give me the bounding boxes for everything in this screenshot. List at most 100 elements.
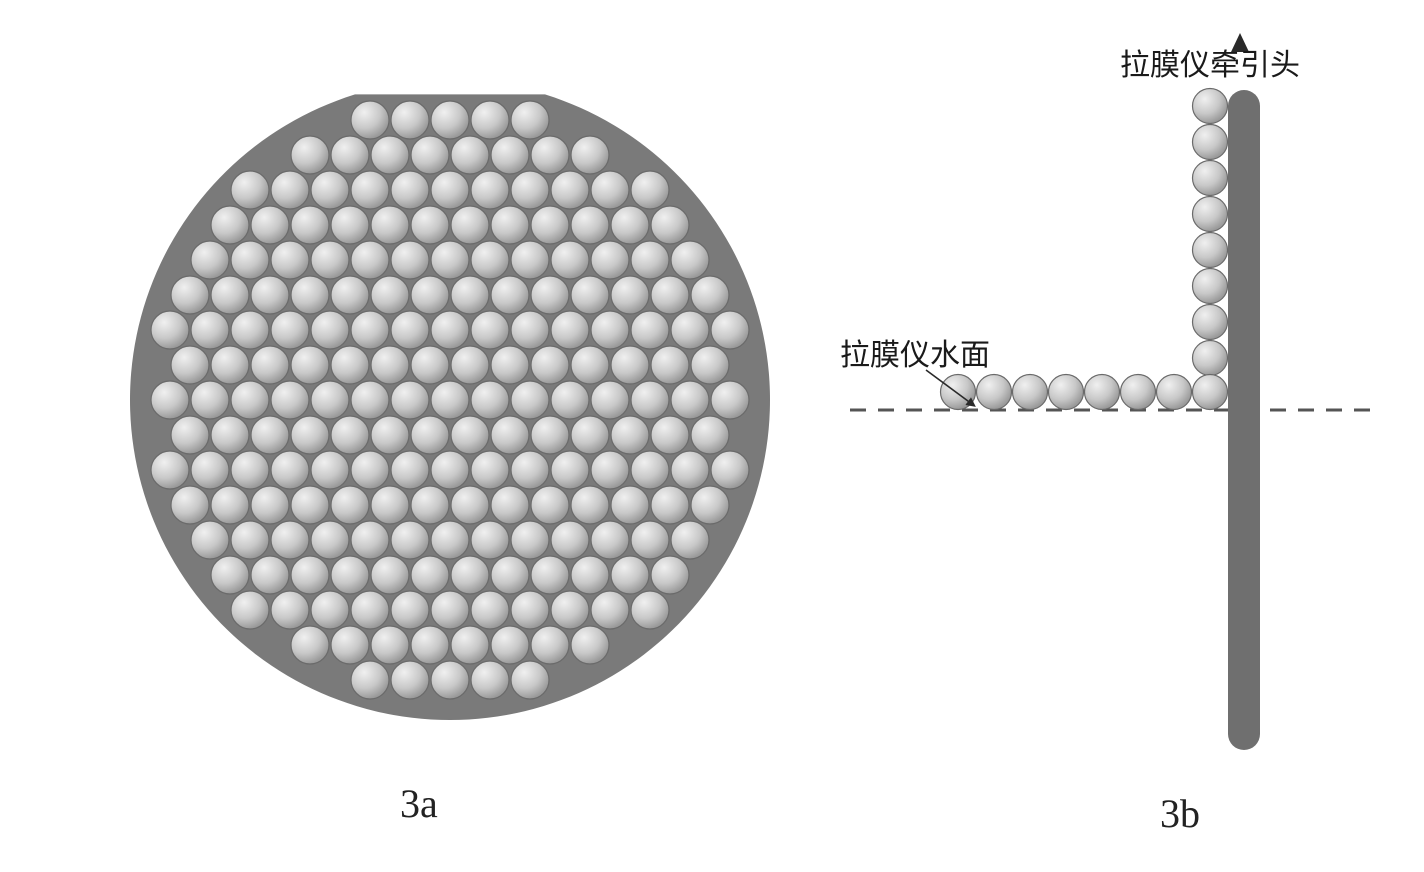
nanosphere: [1049, 375, 1084, 410]
nanosphere: [431, 591, 469, 629]
nanosphere: [271, 171, 309, 209]
nanosphere: [351, 171, 389, 209]
nanosphere: [551, 171, 589, 209]
nanosphere: [291, 626, 329, 664]
nanosphere: [471, 451, 509, 489]
nanosphere: [631, 241, 669, 279]
nanosphere: [591, 311, 629, 349]
nanosphere: [551, 241, 589, 279]
nanosphere: [291, 276, 329, 314]
nanosphere: [331, 486, 369, 524]
nanosphere: [291, 136, 329, 174]
nanosphere: [371, 346, 409, 384]
panel-3a-svg: [110, 50, 790, 770]
nanosphere: [311, 381, 349, 419]
nanosphere: [371, 276, 409, 314]
nanosphere: [1193, 269, 1228, 304]
nanosphere: [391, 241, 429, 279]
nanosphere: [451, 136, 489, 174]
panel-3b-svg: [850, 30, 1410, 790]
nanosphere: [391, 381, 429, 419]
nanosphere: [411, 136, 449, 174]
nanosphere: [691, 276, 729, 314]
nanosphere: [371, 486, 409, 524]
nanosphere: [471, 591, 509, 629]
sphere-row: [941, 375, 1228, 410]
nanosphere: [1085, 375, 1120, 410]
nanosphere: [271, 241, 309, 279]
nanosphere: [571, 486, 609, 524]
nanosphere: [591, 521, 629, 559]
nanosphere: [671, 381, 709, 419]
nanosphere: [531, 486, 569, 524]
nanosphere: [311, 521, 349, 559]
nanosphere: [231, 381, 269, 419]
nanosphere: [351, 241, 389, 279]
nanosphere: [571, 206, 609, 244]
nanosphere: [191, 311, 229, 349]
nanosphere: [391, 591, 429, 629]
nanosphere: [351, 381, 389, 419]
nanosphere: [531, 136, 569, 174]
nanosphere: [431, 521, 469, 559]
nanosphere: [551, 381, 589, 419]
nanosphere: [551, 521, 589, 559]
nanosphere: [291, 346, 329, 384]
nanosphere: [591, 241, 629, 279]
nanosphere: [511, 661, 549, 699]
nanosphere: [431, 661, 469, 699]
panel-3a: [110, 50, 790, 770]
nanosphere: [411, 346, 449, 384]
nanosphere: [431, 171, 469, 209]
nanosphere: [351, 661, 389, 699]
nanosphere: [411, 626, 449, 664]
nanosphere: [371, 556, 409, 594]
nanosphere: [611, 486, 649, 524]
nanosphere: [331, 276, 369, 314]
nanosphere: [371, 136, 409, 174]
caption-3b: 3b: [1160, 790, 1200, 837]
nanosphere: [651, 276, 689, 314]
nanosphere: [531, 276, 569, 314]
nanosphere: [351, 451, 389, 489]
nanosphere: [471, 241, 509, 279]
panel-3b: 拉膜仪牵引头 拉膜仪水面: [850, 30, 1410, 790]
nanosphere: [671, 311, 709, 349]
nanosphere: [631, 521, 669, 559]
nanosphere: [251, 416, 289, 454]
nanosphere: [431, 451, 469, 489]
nanosphere: [251, 346, 289, 384]
nanosphere: [531, 626, 569, 664]
nanosphere: [631, 311, 669, 349]
nanosphere: [311, 171, 349, 209]
nanosphere: [331, 416, 369, 454]
nanosphere: [431, 311, 469, 349]
nanosphere: [531, 346, 569, 384]
nanosphere: [291, 416, 329, 454]
nanosphere: [411, 206, 449, 244]
nanosphere: [651, 416, 689, 454]
nanosphere: [471, 311, 509, 349]
nanosphere: [631, 381, 669, 419]
nanosphere: [451, 346, 489, 384]
nanosphere: [491, 556, 529, 594]
nanosphere: [431, 241, 469, 279]
traction-rod: [1228, 90, 1260, 750]
nanosphere: [271, 521, 309, 559]
nanosphere: [611, 276, 649, 314]
nanosphere: [571, 416, 609, 454]
nanosphere: [511, 241, 549, 279]
nanosphere: [511, 451, 549, 489]
nanosphere: [511, 521, 549, 559]
nanosphere: [571, 346, 609, 384]
nanosphere: [451, 416, 489, 454]
nanosphere: [271, 591, 309, 629]
nanosphere: [291, 206, 329, 244]
nanosphere: [1193, 341, 1228, 376]
nanosphere: [171, 486, 209, 524]
nanosphere: [1157, 375, 1192, 410]
nanosphere: [431, 101, 469, 139]
nanosphere: [941, 375, 976, 410]
nanosphere: [391, 101, 429, 139]
nanosphere: [471, 101, 509, 139]
